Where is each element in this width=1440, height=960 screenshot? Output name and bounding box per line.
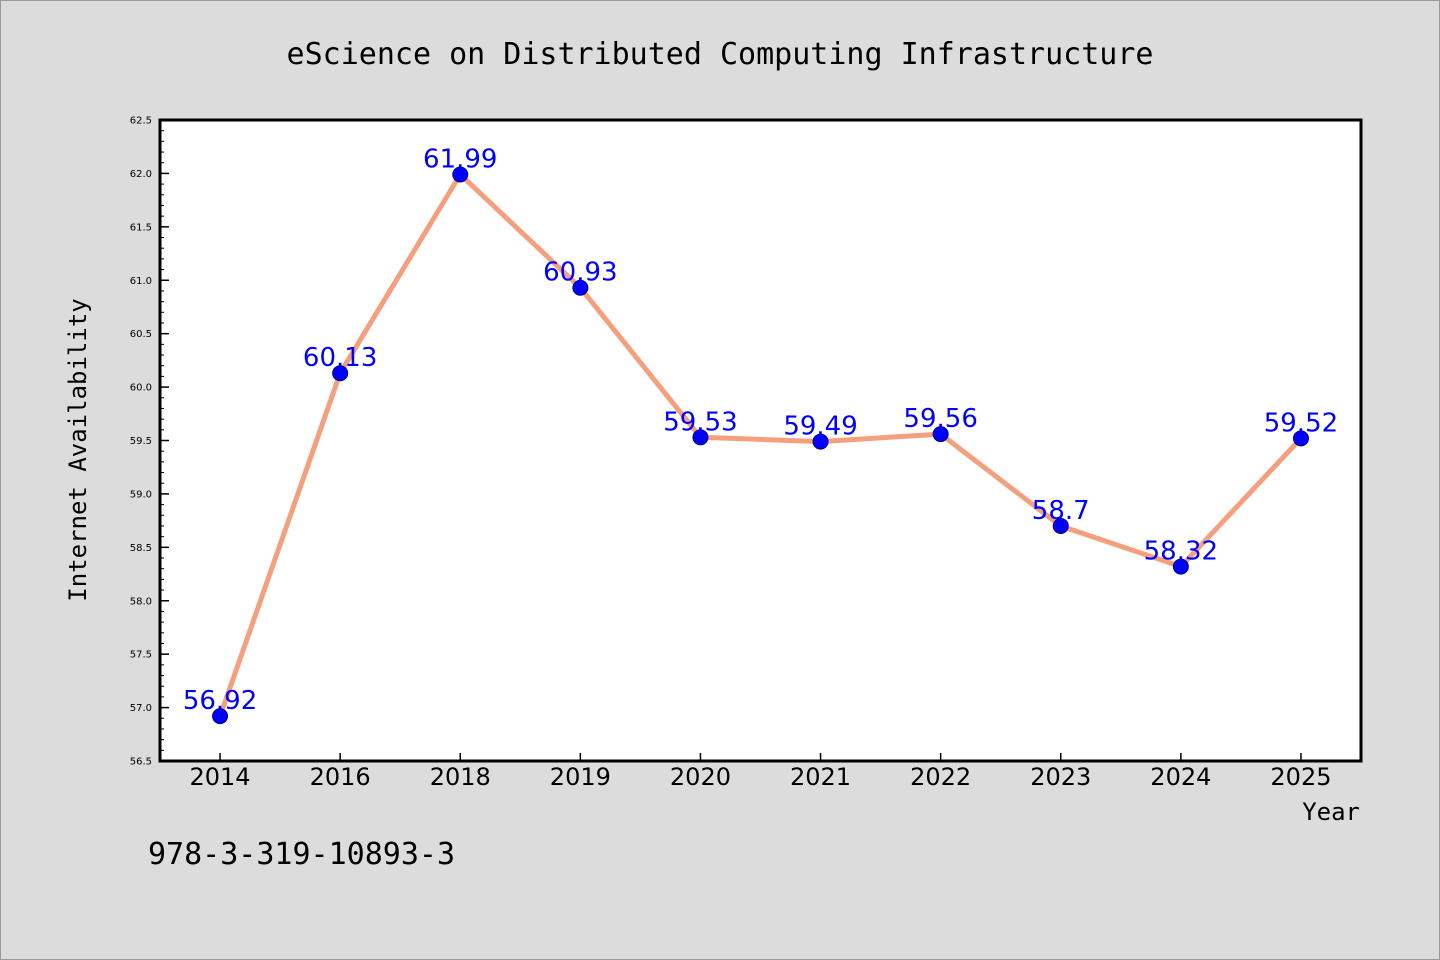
y-tick-label: 58.0 [130,596,152,607]
x-tick-label: 2016 [310,763,371,791]
x-tick-label: 2019 [550,763,611,791]
y-tick-label: 56.5 [130,757,152,768]
data-label: 60.13 [303,343,377,373]
data-point [812,433,829,450]
y-tick-label: 61.5 [130,222,152,233]
y-tick-label: 62.0 [130,169,152,180]
x-axis: 2014 2016 2018 2019 2020 2021 2022 2023 2024 2025 [190,753,1331,791]
data-point [1052,517,1069,534]
data-point [452,166,469,183]
data-label: 58.7 [1032,496,1090,526]
x-tick-label: 2023 [1030,763,1091,791]
data-point [692,429,709,446]
x-axis-label: Year [1302,798,1360,826]
data-point [212,708,229,725]
data-label: 59.52 [1264,408,1338,438]
y-tick-label: 59.5 [130,436,152,447]
y-tick-label: 60.5 [130,329,152,340]
chart-title: eScience on Distributed Computing Infras… [287,37,1154,72]
data-label: 56.92 [183,686,257,716]
x-tick-label: 2020 [670,763,731,791]
y-tick-label: 60.0 [130,383,152,394]
y-tick-label: 58.5 [130,543,152,554]
y-tick-label: 57.5 [130,650,152,661]
data-label: 58.32 [1144,537,1218,567]
y-tick-label: 62.5 [130,116,152,127]
y-axis-label: Internet Availability [64,298,92,601]
isbn-footer: 978-3-319-10893-3 [148,837,455,872]
data-point [572,279,589,296]
data-label: 59.49 [783,412,857,442]
data-label: 59.56 [903,404,977,434]
data-label: 60.93 [543,258,617,288]
y-axis: 56.5 57.0 57.5 58.0 58.5 59.0 59.5 60.0 60.5 61.0… [130,116,169,768]
series-line [217,171,1303,717]
data-point [332,365,349,382]
x-tick-label: 2025 [1270,763,1331,791]
x-tick-label: 2021 [790,763,851,791]
data-labels: 56.92 60.13 61.99 60.93 59.53 59.49 59.56 58.7 5… [183,144,1338,716]
y-tick-label: 57.0 [130,703,152,714]
x-tick-label: 2014 [190,763,251,791]
data-point [1292,430,1309,447]
y-tick-label: 61.0 [130,276,152,287]
x-tick-label: 2024 [1150,763,1211,791]
data-point [1172,558,1189,575]
x-tick-label: 2022 [910,763,971,791]
data-point [932,426,949,443]
series-markers [212,166,1309,725]
y-tick-label: 59.0 [130,489,152,500]
data-label: 61.99 [423,144,497,174]
x-tick-label: 2018 [430,763,491,791]
data-label: 59.53 [663,407,737,437]
